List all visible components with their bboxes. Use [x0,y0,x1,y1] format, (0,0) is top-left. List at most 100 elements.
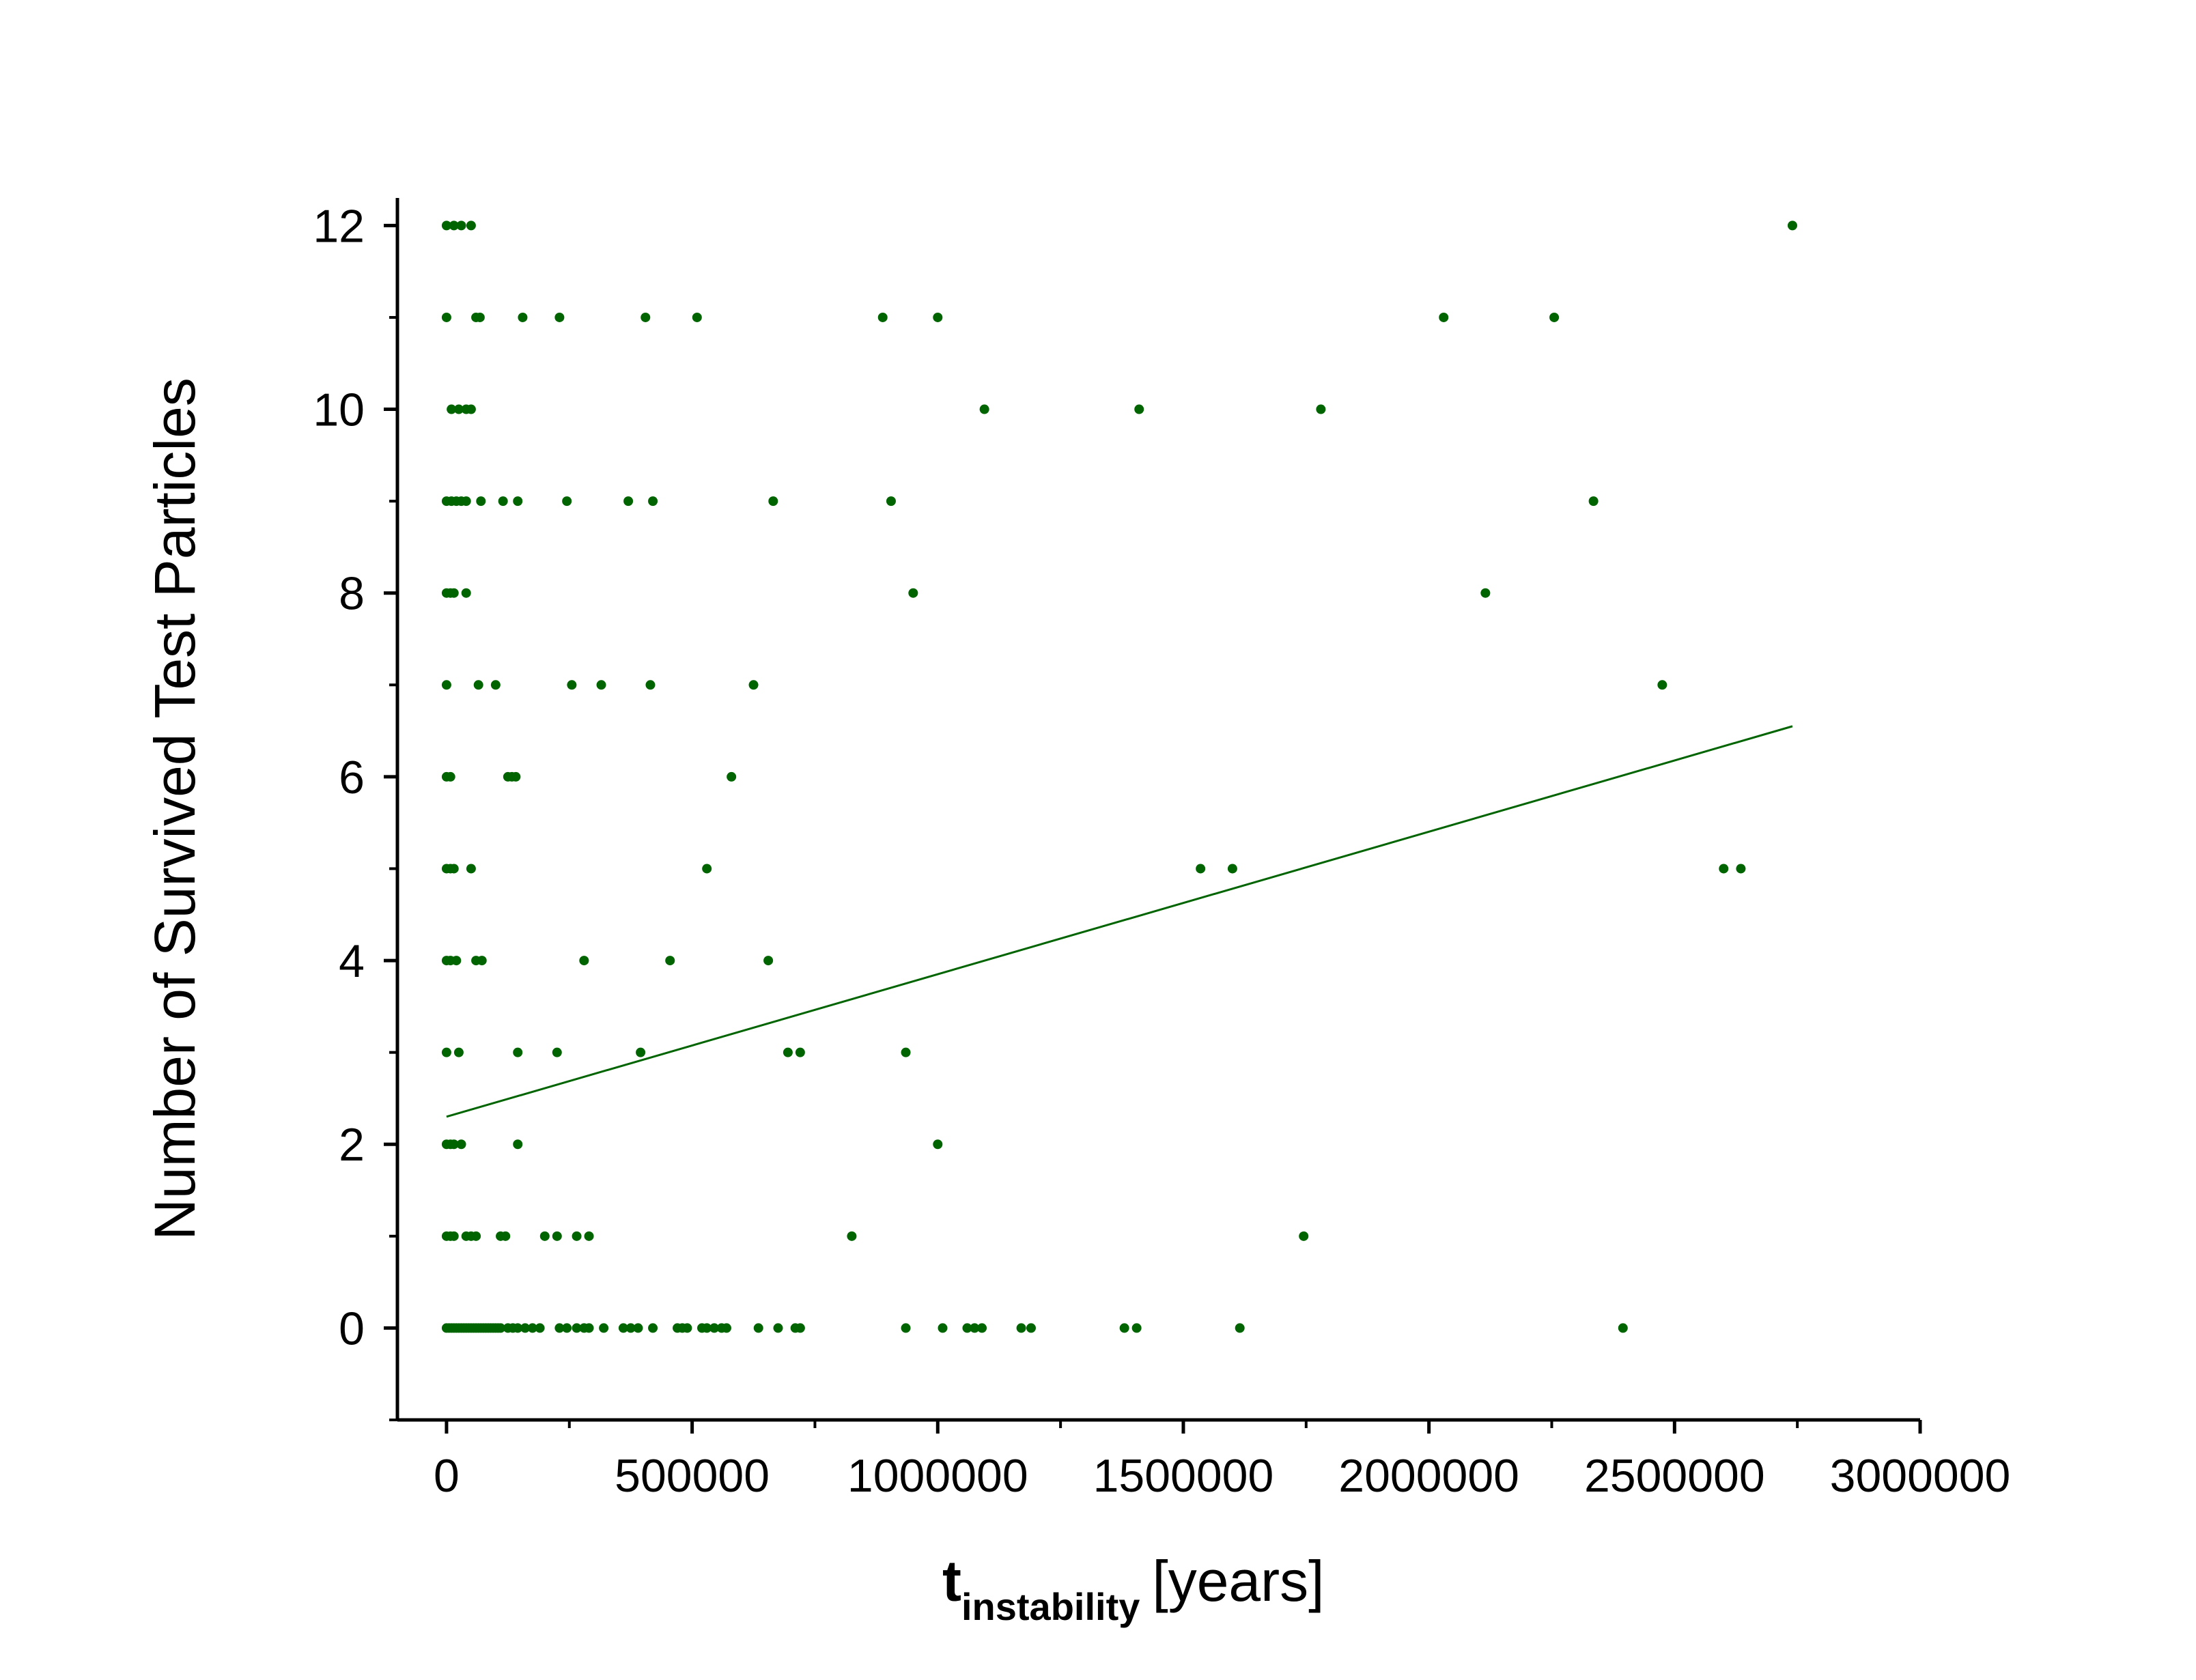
data-point [1618,1323,1628,1333]
ticks [384,223,1922,1434]
data-point [554,1323,565,1333]
data-point [1227,864,1237,874]
data-point [979,404,989,414]
x-axis-title: tinstability [years] [942,1549,1324,1628]
data-point [466,864,476,874]
data-point [513,1323,523,1333]
data-point [496,1323,506,1333]
y-axis-title: Number of Survived Test Particles [143,378,207,1240]
data-point [466,404,476,414]
data-point [748,680,759,690]
data-point [572,1323,582,1333]
axes [395,198,1920,1422]
data-point [441,220,451,231]
data-point [461,588,471,598]
data-point [449,588,459,598]
data-point [702,1323,712,1333]
data-point [1439,312,1449,322]
data-point [490,680,501,690]
data-point [640,312,651,322]
data-point [1196,864,1206,874]
data-point [970,1323,980,1333]
data-point [513,1047,523,1057]
data-point [554,312,565,322]
data-point [977,1323,987,1333]
data-point [795,1323,805,1333]
data-point [633,1323,643,1333]
data-point [596,680,606,690]
data-point [453,404,464,414]
data-point [886,496,896,507]
data-point [1119,1323,1129,1333]
data-point [441,312,451,322]
data-point [584,1323,594,1333]
data-point [648,1323,658,1333]
data-point [453,1047,464,1057]
data-point [773,1323,783,1333]
data-point [1719,864,1729,874]
data-point [552,1231,562,1241]
y-tick-label: 2 [339,1119,365,1171]
data-point [753,1323,763,1333]
tick-labels: 0 2 4 6 8 10 12 0 500000 1000000 1500000 2000000 250… [313,200,2010,1502]
linear-fit-line [446,725,1793,1118]
data-point [520,1323,531,1333]
data-point [1131,1323,1142,1333]
x-tick-label: 1500000 [1093,1450,1274,1502]
data-point [795,1047,805,1057]
data-point [763,956,774,966]
data-point [535,1323,545,1333]
data-point [933,312,943,322]
data-point [513,496,523,507]
data-point [665,956,675,966]
data-point [721,1323,731,1333]
data-point [636,1047,646,1057]
y-tick-label: 12 [313,200,365,252]
data-point [1134,404,1144,414]
data-point [877,312,888,322]
data-point [473,680,483,690]
data-point [449,220,459,231]
data-point [449,864,459,874]
data-point [456,1139,466,1150]
data-point [441,680,451,690]
y-tick-label: 0 [339,1302,365,1354]
y-tick-label: 8 [339,568,365,620]
fit-line-layer [446,725,1793,1118]
x-tick-label: 2000000 [1338,1450,1519,1502]
data-point [1787,220,1797,231]
data-point [511,771,521,782]
data-point [477,956,487,966]
data-point [449,1231,459,1241]
data-point [567,680,577,690]
y-tick-label: 10 [313,384,365,436]
data-point [1235,1323,1245,1333]
data-point [527,1323,537,1333]
data-point [1736,864,1746,874]
data-point [441,1047,451,1057]
data-point [456,220,466,231]
data-point [847,1231,857,1241]
x-axis-title-main: t [942,1549,961,1613]
data-point [709,1323,719,1333]
x-tick-label: 3000000 [1830,1450,2011,1502]
data-point [1549,312,1560,322]
data-point [618,1323,628,1333]
data-point [451,956,462,966]
x-axis-title-suffix: [years] [1152,1549,1324,1613]
data-point [1588,496,1599,507]
data-point [908,588,918,598]
data-point [1480,588,1491,598]
data-point [783,1047,793,1057]
y-tick-label: 6 [339,752,365,803]
data-point [476,496,486,507]
x-tick-label: 1000000 [847,1450,1028,1502]
data-point [1299,1231,1309,1241]
data-point [623,496,634,507]
data-point [513,1139,523,1150]
x-axis-title-subscript: instability [961,1585,1140,1628]
data-point [1657,680,1667,690]
data-point [449,1139,459,1150]
data-point [584,1231,594,1241]
